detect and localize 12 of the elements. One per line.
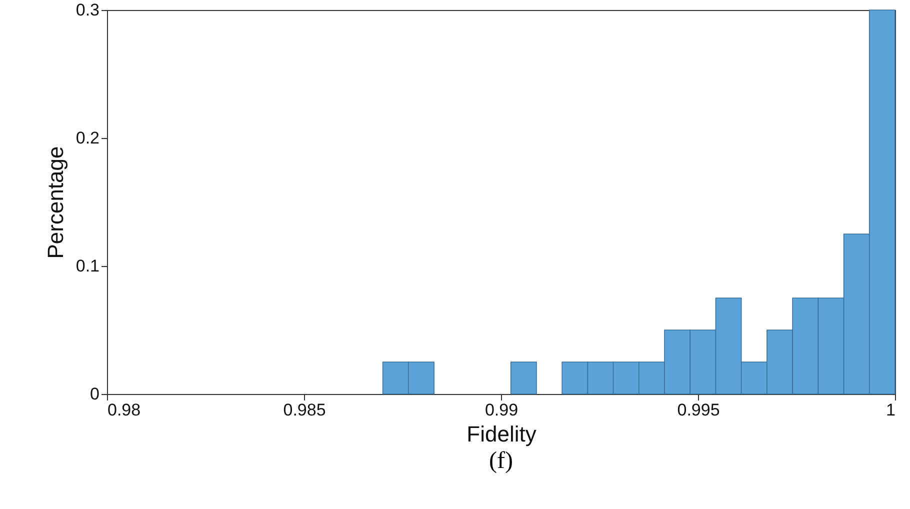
x-tick-label: 0.99 xyxy=(484,400,518,420)
x-axis-title: Fidelity xyxy=(466,422,536,446)
x-tick-label: 0.985 xyxy=(283,400,326,420)
y-axis-title: Percentage xyxy=(42,146,68,259)
text: (f) xyxy=(488,448,514,475)
y-tick-label: 0.1 xyxy=(76,256,100,276)
x-tick-label: 1 xyxy=(886,400,896,420)
y-tick-label: 0 xyxy=(90,384,100,404)
y-tick-label: 0.3 xyxy=(76,0,100,20)
y-tick-label: 0.2 xyxy=(76,128,100,148)
x-tick-label: 0.995 xyxy=(677,400,720,420)
x-tick-label: 0.98 xyxy=(108,400,141,420)
